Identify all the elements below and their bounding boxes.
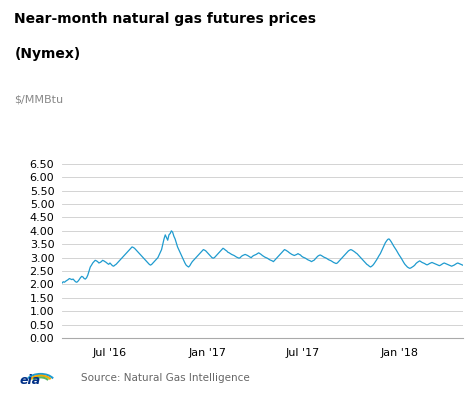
Text: Near-month natural gas futures prices: Near-month natural gas futures prices <box>14 12 316 26</box>
Text: Source: Natural Gas Intelligence: Source: Natural Gas Intelligence <box>81 373 249 383</box>
Text: $/MMBtu: $/MMBtu <box>14 94 63 104</box>
Text: (Nymex): (Nymex) <box>14 47 80 61</box>
Text: eia: eia <box>19 374 40 387</box>
